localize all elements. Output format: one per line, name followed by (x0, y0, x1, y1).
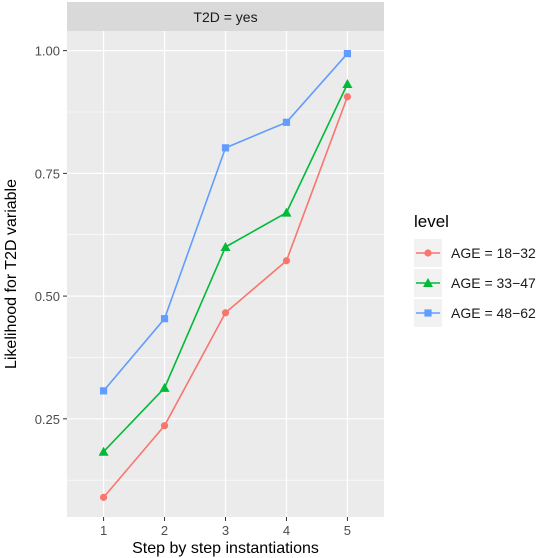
y-tick-label: 0.25 (35, 412, 60, 427)
legend-key-marker (424, 249, 432, 257)
data-point-series-3 (343, 49, 352, 58)
legend-key-marker (423, 278, 433, 287)
legend: level AGE = 18−32 AGE = 33−47 AGE = 48−62 (414, 212, 536, 327)
x-tick-label: 4 (283, 523, 290, 538)
y-axis-title: Likelihood for T2D variable (3, 179, 20, 369)
x-axis-title: Step by step instantiations (132, 540, 319, 557)
data-point-series-3 (282, 118, 291, 126)
legend-label: AGE = 18−32 (451, 245, 536, 261)
y-tick-label: 0.50 (35, 289, 60, 304)
data-point-series-3 (221, 144, 230, 152)
y-tick-label: 1.00 (35, 44, 60, 59)
data-point-series-2 (342, 79, 353, 89)
axes: 0.25 0.50 0.75 1.00 1 2 3 4 5 (35, 44, 351, 538)
data-point-series-2 (98, 446, 109, 456)
legend-label: AGE = 33−47 (451, 275, 536, 291)
legend-title: level (414, 212, 449, 231)
data-point-series-3 (160, 315, 169, 323)
facet-strip (67, 2, 384, 31)
data-point-series-2 (220, 242, 231, 251)
x-tick-label: 2 (161, 523, 168, 538)
facet-label: T2D = yes (193, 9, 257, 25)
data-point-series-1 (221, 309, 230, 317)
data-point-series-1 (99, 493, 108, 501)
data-point-series-1 (343, 93, 352, 101)
x-tick-label: 3 (222, 523, 229, 538)
data-point-series-1 (282, 257, 291, 265)
x-tick-label: 1 (100, 523, 107, 538)
data-point-series-1 (160, 422, 169, 430)
data-point-series-3 (99, 387, 108, 395)
legend-key-marker (424, 309, 432, 317)
data-point-series-2 (281, 207, 292, 217)
series-group (98, 49, 353, 501)
legend-label: AGE = 48−62 (451, 305, 536, 321)
data-point-series-2 (159, 382, 170, 392)
y-tick-label: 0.75 (35, 166, 60, 181)
grid-lines (67, 31, 384, 517)
x-tick-label: 5 (344, 523, 351, 538)
